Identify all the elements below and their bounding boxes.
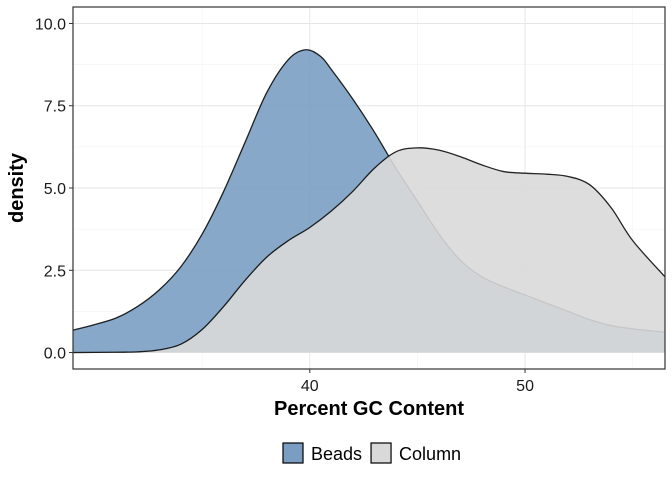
axes: 0.0 2.5 5.0 7.5 10.0 40 50 <box>35 16 534 395</box>
x-tick-label: 50 <box>516 378 534 395</box>
y-tick-label: 10.0 <box>35 16 66 33</box>
series-layer <box>72 49 666 354</box>
x-axis-title: Percent GC Content <box>274 398 464 420</box>
y-axis-title: density <box>6 152 28 223</box>
legend-label-column: Column <box>399 444 461 464</box>
y-tick-label: 2.5 <box>44 263 66 280</box>
y-tick-label: 0.0 <box>44 346 66 363</box>
legend-label-beads: Beads <box>311 444 362 464</box>
density-area-column <box>73 147 665 353</box>
legend: Beads Column <box>282 442 461 464</box>
x-tick-label: 40 <box>301 378 319 395</box>
legend-key-column <box>370 442 392 464</box>
y-tick-label: 7.5 <box>44 99 66 116</box>
density-line-column <box>72 147 666 354</box>
legend-key-beads <box>282 442 304 464</box>
y-tick-label: 5.0 <box>44 181 66 198</box>
